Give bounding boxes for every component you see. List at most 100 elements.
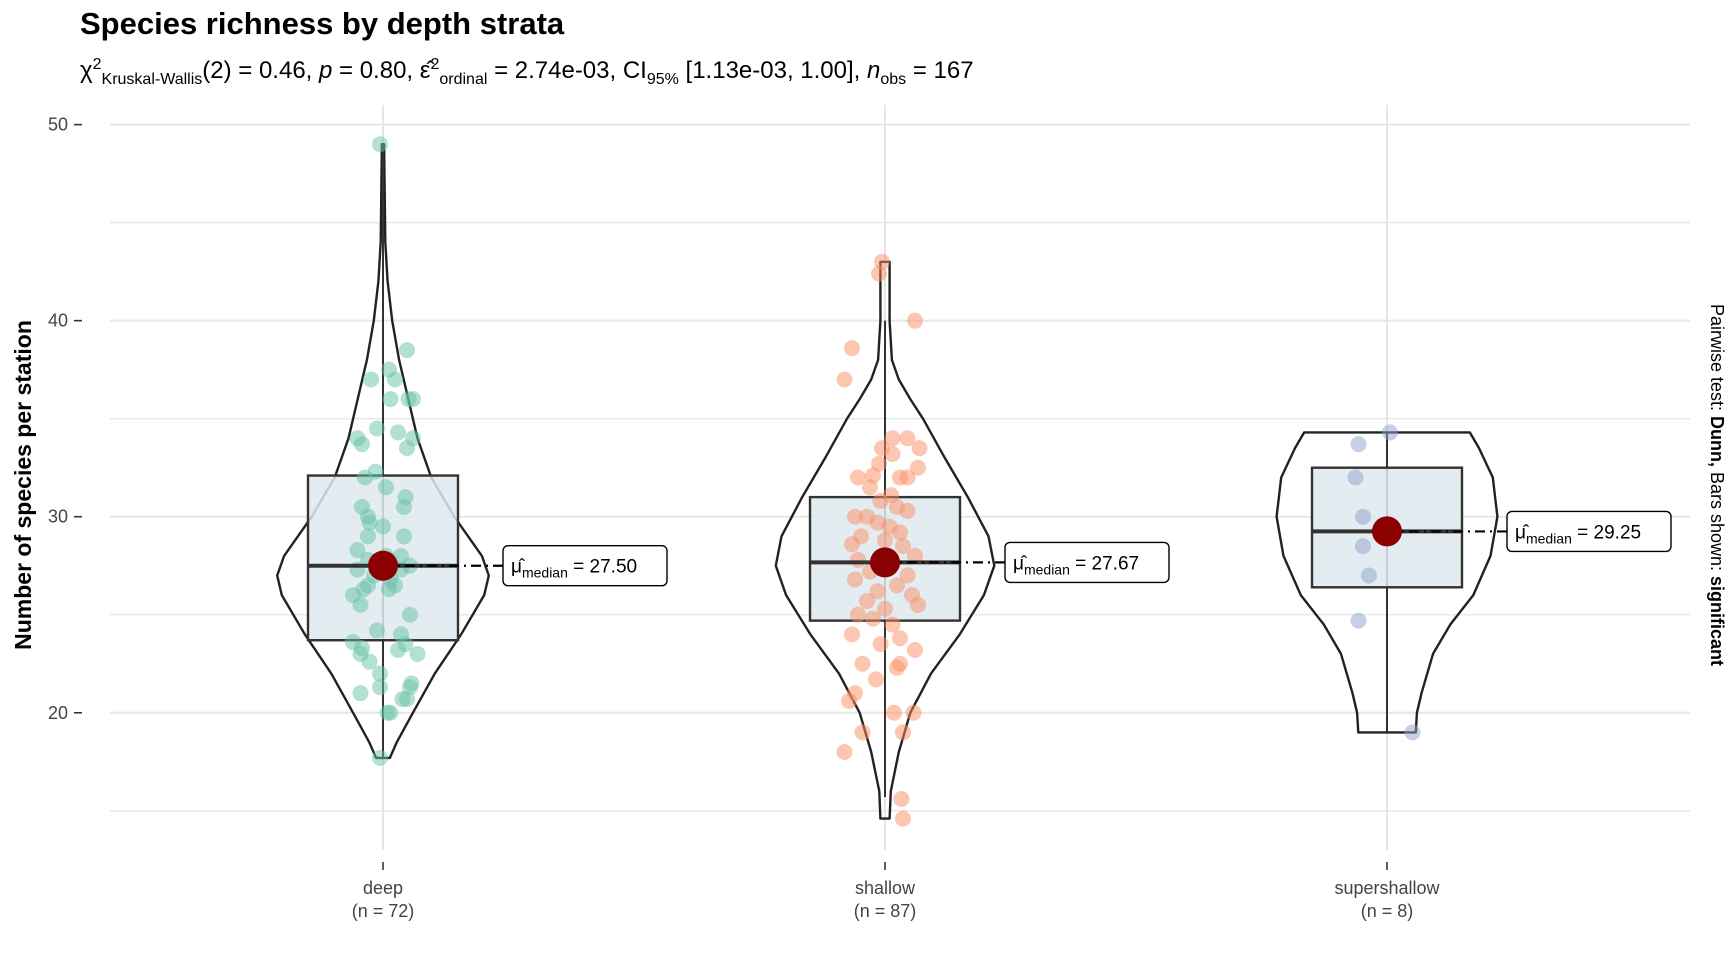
x-tick-label-deep: deep	[363, 878, 403, 898]
x-tick-count-deep: (n = 72)	[352, 901, 415, 921]
data-point	[1350, 612, 1367, 629]
data-point	[871, 265, 887, 282]
epsilon-symbol: ε̂	[419, 57, 431, 84]
data-point	[907, 312, 923, 329]
median-label-box	[1004, 541, 1170, 584]
data-point	[850, 551, 866, 568]
data-point	[892, 524, 908, 541]
data-point	[361, 514, 378, 531]
data-point	[836, 371, 853, 388]
data-point	[868, 671, 884, 688]
data-point	[871, 455, 887, 472]
data-point	[360, 528, 376, 545]
data-point	[850, 606, 866, 623]
data-point	[372, 749, 388, 766]
data-point	[399, 440, 415, 457]
data-point	[911, 440, 928, 457]
chi-sup: 2	[92, 56, 102, 73]
data-point	[884, 616, 901, 633]
n-sub: obs	[880, 70, 907, 88]
median-label-deep: μ̂median = 27.50	[511, 557, 637, 581]
data-point	[872, 493, 889, 510]
y-tick-label: 30	[48, 507, 68, 527]
y-axis-label: Number of species per station	[10, 320, 36, 650]
p-value: = 0.80,	[332, 57, 420, 84]
data-point	[369, 622, 385, 639]
median-marker-shallow	[870, 547, 900, 578]
chi-symbol: χ	[80, 57, 93, 84]
data-point	[844, 340, 860, 357]
data-point	[1355, 538, 1371, 555]
data-point	[850, 469, 866, 486]
groups-layer: μ̂median = 27.50 μ̂median = 27.67 μ̂median…	[276, 136, 1672, 827]
data-point	[895, 538, 911, 555]
data-point	[907, 642, 923, 659]
data-point	[354, 436, 370, 453]
median-label-shallow: μ̂median = 27.67	[1013, 553, 1139, 577]
data-point	[349, 542, 366, 559]
data-point	[899, 502, 916, 519]
data-point	[1382, 424, 1398, 441]
data-point	[396, 498, 412, 515]
ci-value: [1.13e-03, 1.00],	[678, 57, 868, 84]
chi-sub: Kruskal-Wallis	[101, 70, 203, 88]
y-tick-label: 40	[48, 311, 68, 331]
data-point	[361, 653, 378, 670]
data-point	[402, 606, 418, 623]
data-point	[892, 655, 908, 672]
ci-sub: 95%	[646, 70, 679, 88]
data-point	[899, 430, 916, 447]
data-point	[889, 577, 905, 594]
data-point	[910, 459, 926, 476]
data-point	[910, 596, 926, 613]
data-point	[884, 430, 901, 447]
chart-subtitle: χ2Kruskal-Wallis(2) = 0.46, p = 0.80, ε̂…	[80, 56, 974, 89]
data-point	[363, 371, 379, 388]
data-point	[905, 704, 922, 721]
y-tick-label: 20	[48, 703, 68, 723]
data-point	[372, 136, 388, 153]
data-point	[862, 479, 878, 496]
data-point	[1361, 567, 1377, 584]
data-point	[399, 342, 415, 359]
data-point	[854, 655, 871, 672]
right-caption: Pairwise test: Dunn, Bars shown: signifi…	[1707, 304, 1727, 666]
data-point	[899, 469, 916, 486]
data-point	[1404, 724, 1421, 741]
epsilon-value: = 2.74e-03, CI	[487, 57, 647, 84]
data-point	[409, 645, 426, 662]
n-label: n	[867, 57, 881, 84]
x-tick-label-shallow: shallow	[855, 878, 916, 898]
data-point	[899, 567, 916, 584]
axis-layer: 20 30 40 50 deep (n = 72) shallow (n = 87) super…	[48, 115, 1441, 921]
data-point	[1347, 469, 1364, 486]
median-marker-supershallow	[1372, 516, 1402, 547]
median-label-box	[1506, 510, 1672, 553]
data-point	[886, 704, 902, 721]
x-tick-count-shallow: (n = 87)	[854, 901, 917, 921]
data-point	[382, 391, 399, 408]
df-text: (2) = 0.46,	[202, 57, 319, 84]
data-point	[390, 642, 406, 659]
data-point	[872, 636, 889, 653]
data-point	[357, 469, 373, 486]
data-point	[893, 791, 910, 808]
data-point	[865, 610, 881, 627]
group-deep: μ̂median = 27.50	[276, 136, 668, 766]
data-point	[836, 743, 853, 760]
data-point	[378, 479, 394, 496]
data-point	[372, 679, 388, 696]
data-point	[895, 810, 911, 827]
epsilon-sup: 2	[430, 56, 440, 73]
chart-title: Species richness by depth strata	[80, 6, 565, 41]
right-caption-significance: significant	[1707, 576, 1727, 666]
data-point	[390, 424, 406, 441]
data-point	[1350, 436, 1367, 453]
data-point	[841, 693, 857, 709]
data-point	[844, 626, 860, 643]
data-point	[895, 724, 911, 741]
data-point	[869, 583, 886, 600]
data-point	[907, 547, 923, 564]
data-point	[877, 600, 893, 617]
data-point	[352, 596, 369, 613]
